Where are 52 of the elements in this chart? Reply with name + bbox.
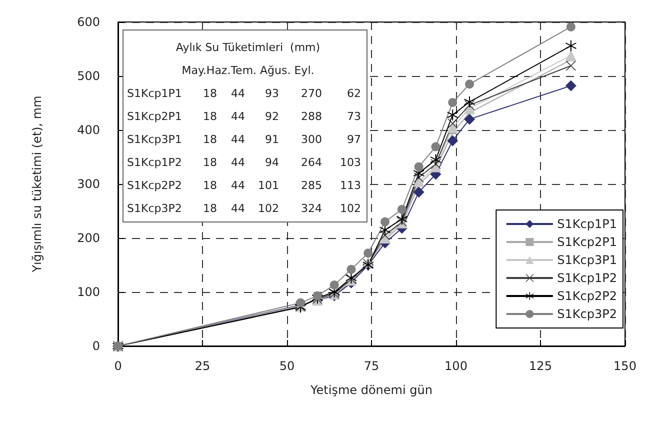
y-tick-label: 500: [77, 69, 100, 83]
y-tick-label: 400: [77, 123, 100, 137]
point: [565, 40, 576, 52]
point: [413, 176, 424, 187]
point: [414, 162, 424, 172]
text: S1Kcp3P1 18 44 91 300 97: [127, 133, 361, 146]
text: S1Kcp2P1 18 44 92 288 73: [127, 110, 361, 123]
text: S1Kcp1P1 18 44 93 270 62: [127, 87, 361, 100]
y-axis-title: Yığışımlı su tüketimi (et), mm: [30, 96, 44, 274]
x-axis-title: Yetişme dönemi gün: [310, 383, 432, 397]
x-tick-label: 50: [279, 359, 295, 373]
point: [430, 154, 442, 166]
point: [447, 122, 458, 133]
x-tick-label: 25: [194, 359, 210, 373]
annotation: Aylık Su Tüketimleri (mm): [176, 41, 320, 54]
annotation: May.Haz.Tem. Ağus. Eyl.: [182, 64, 314, 77]
text: S1Kcp2P2 18 44 101 285 113: [127, 179, 361, 192]
point: [464, 114, 476, 125]
point: [397, 204, 406, 214]
text: S1Kcp1P2 18 44 94 264 103: [127, 156, 361, 169]
point: [565, 80, 576, 92]
text: S1Kcp3P2 18 44 102 324 102: [127, 202, 361, 215]
legend-label: S1Kcp2P2: [557, 289, 617, 303]
point: [396, 214, 408, 225]
point: [566, 22, 576, 32]
x-tick-label: 0: [114, 359, 122, 373]
legend-label: S1Kcp1P2: [557, 271, 617, 285]
legend-label: S1Kcp1P1: [557, 217, 617, 231]
x-tick-label: 150: [614, 359, 636, 373]
x-tick-label: 75: [364, 359, 380, 373]
legend-label: S1Kcp3P2: [557, 307, 617, 321]
point: [380, 217, 390, 226]
point: [364, 248, 373, 258]
y-tick-label: 300: [77, 177, 100, 191]
point: [447, 135, 458, 146]
y-tick-label: 100: [77, 285, 100, 299]
point: [312, 291, 322, 300]
point: [447, 109, 458, 120]
point: [413, 186, 424, 198]
point: [448, 98, 458, 107]
y-tick-label: 600: [77, 15, 100, 29]
point: [431, 142, 440, 152]
point: [346, 264, 356, 274]
point: [465, 80, 474, 89]
y-tick-label: 200: [77, 231, 100, 245]
x-tick-label: 100: [444, 359, 468, 373]
legend-label: S1Kcp2P1: [557, 235, 617, 249]
legend-label: S1Kcp3P1: [557, 253, 617, 267]
y-tick-label: 0: [92, 339, 100, 353]
x-tick-label: 125: [529, 359, 552, 373]
point: [330, 280, 339, 290]
point: [464, 96, 476, 108]
